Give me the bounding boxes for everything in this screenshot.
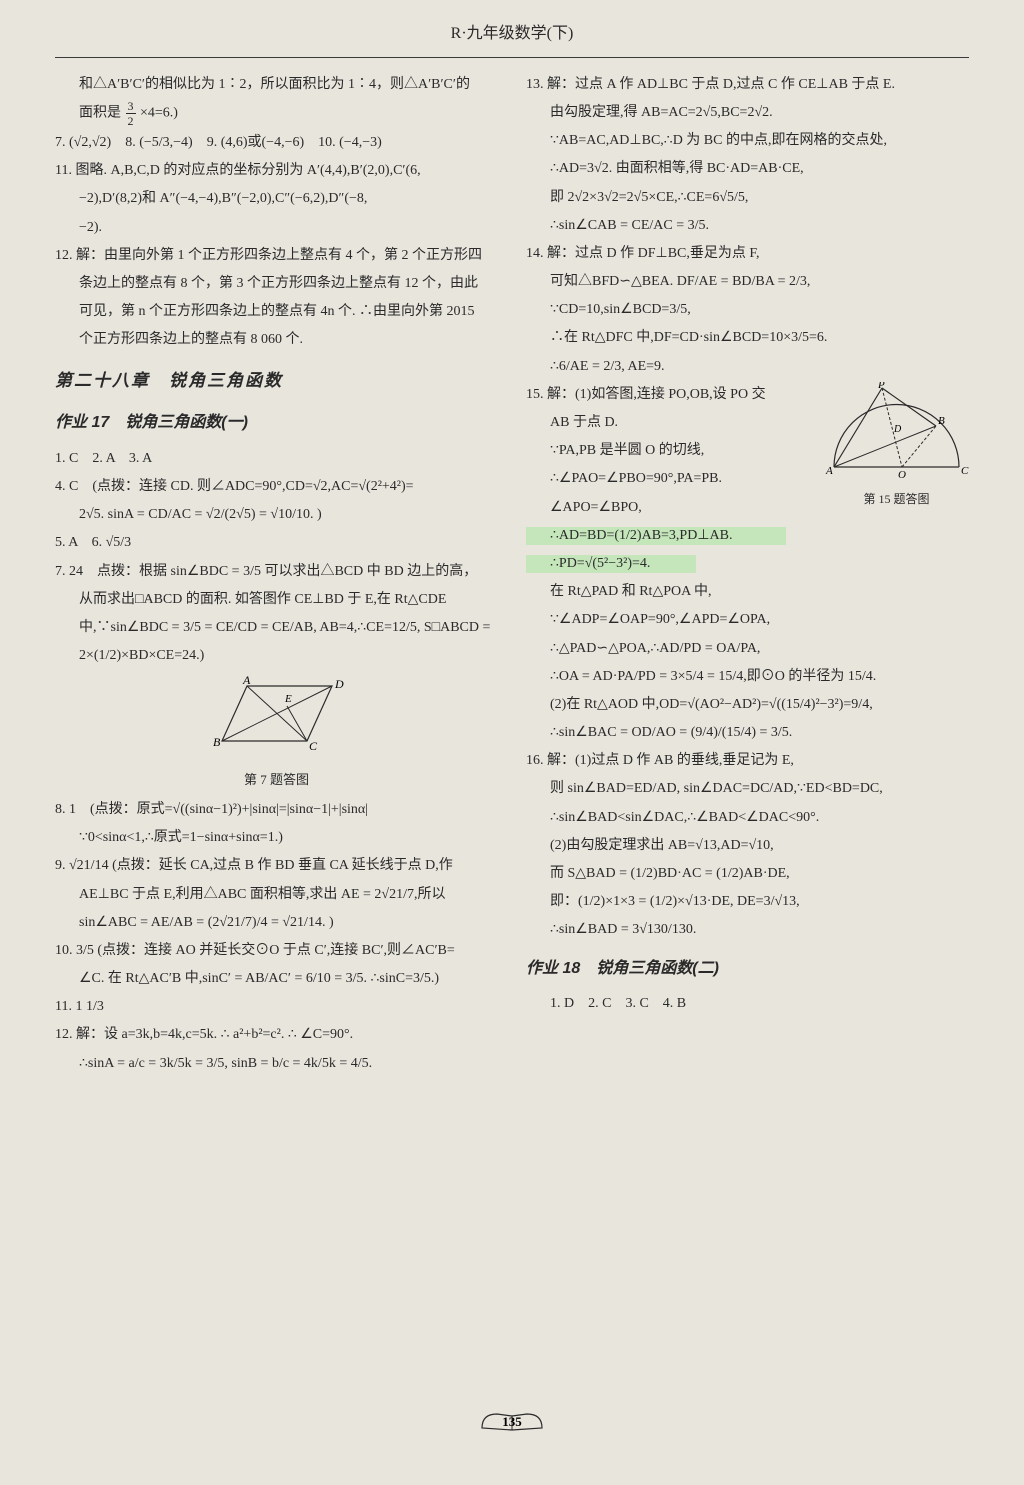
figure-15: P A C O B D 第 15 题答图 [824,382,969,511]
fraction: 3 2 [126,100,136,127]
text-line: ∴6/AE = 2/3, AE=9. [526,354,969,379]
figure-7: A D B C E [55,676,498,763]
text-line: ∴OA = AD·PA/PD = 3×5/4 = 15/4,即⊙O 的半径为 1… [526,664,969,689]
text-line: 在 Rt△PAD 和 Rt△POA 中, [526,579,969,604]
text-line: 10. 3/5 (点拨：连接 AO 并延长交⊙O 于点 C′,连接 BC′,则∠… [55,938,498,963]
text-line: ∵AB=AC,AD⊥BC,∴D 为 BC 的中点,即在网格的交点处, [526,128,969,153]
text-line: 5. A 6. √5/3 [55,530,498,555]
left-column: 和△A′B′C′的相似比为 1∶2，所以面积比为 1∶4，则△A′B′C′的 面… [55,72,498,1402]
text: ∴AD=BD=(1/2)AB=3,PD⊥AB. [550,528,732,543]
text-line: ∵∠ADP=∠OAP=90°,∠APD=∠OPA, [526,607,969,632]
text-line: 8. 1 (点拨：原式=√((sinα−1)²)+|sinα|=|sinα−1|… [55,797,498,822]
text-line: 可知△BFD∽△BEA. DF/AE = BD/BA = 2/3, [526,269,969,294]
text-line: 2√5. sinA = CD/AC = √2/(2√5) = √10/10. ) [55,502,498,527]
label-D: D [334,677,344,691]
text-line: ∴在 Rt△DFC 中,DF=CD·sin∠BCD=10×3/5=6. [526,325,969,350]
homework-title: 作业 18 锐角三角函数(二) [526,955,969,984]
text-line: −2). [55,215,498,240]
text-line: 而 S△BAD = (1/2)BD·AC = (1/2)AB·DE, [526,861,969,886]
text-line: 7. (√2,√2) 8. (−5/3,−4) 9. (4,6)或(−4,−6)… [55,130,498,155]
label-B: B [213,735,221,749]
highlighted-line: ∴AD=BD=(1/2)AB=3,PD⊥AB. [526,523,969,548]
text-line: ∴sinA = a/c = 3k/5k = 3/5, sinB = b/c = … [55,1051,498,1076]
svg-text:D: D [893,424,902,435]
text-line: 则 sin∠BAD=ED/AD, sin∠DAC=DC/AD,∵ED<BD=DC… [526,776,969,801]
text-line: 个正方形四条边上的整点有 8 060 个. [55,327,498,352]
text-line: 1. D 2. C 3. C 4. B [526,991,969,1016]
text-line: 面积是 3 2 ×4=6.) [55,100,498,127]
text-line: 11. 图略. A,B,C,D 的对应点的坐标分别为 A′(4,4),B′(2,… [55,158,498,183]
text-line: ∴sin∠CAB = CE/AC = 3/5. [526,213,969,238]
text: ×4=6.) [140,106,178,121]
label-C: C [309,739,318,753]
text-line: 条边上的整点有 8 个，第 3 个正方形四条边上整点有 12 个，由此 [55,271,498,296]
text: ∴PD=√(5²−3²)=4. [550,556,650,571]
text-line: ∴sin∠BAD = 3√130/130. [526,917,969,942]
figure-caption: 第 15 题答图 [824,489,969,511]
text-line: 由勾股定理,得 AB=AC=2√5,BC=2√2. [526,100,969,125]
svg-text:A: A [825,465,833,477]
page-header: R·九年级数学(下) [55,20,969,58]
text-line: ∠C. 在 Rt△AC′B 中,sinC′ = AB/AC′ = 6/10 = … [55,966,498,991]
text-line: ∴sin∠BAD<sin∠DAC,∴∠BAD<∠DAC<90°. [526,805,969,830]
label-E: E [284,693,292,705]
text-line: 9. √21/14 (点拨：延长 CA,过点 B 作 BD 垂直 CA 延长线于… [55,853,498,878]
text-line: sin∠ABC = AE/AB = (2√21/7)/4 = √21/14. ) [55,910,498,935]
page-footer: 135 [55,1408,969,1434]
text-line: 1. C 2. A 3. A [55,446,498,471]
text-line: 14. 解：过点 D 作 DF⊥BC,垂足为点 F, [526,241,969,266]
svg-text:B: B [938,415,945,427]
text-line: 16. 解：(1)过点 D 作 AB 的垂线,垂足记为 E, [526,748,969,773]
right-column: 13. 解：过点 A 作 AD⊥BC 于点 D,过点 C 作 CE⊥AB 于点 … [526,72,969,1402]
text-line: ∵0<sinα<1,∴原式=1−sinα+sinα=1.) [55,825,498,850]
text-line: ∴sin∠BAC = OD/AO = (9/4)/(15/4) = 3/5. [526,720,969,745]
text-line: 7. 24 点拨：根据 sin∠BDC = 3/5 可以求出△BCD 中 BD … [55,559,498,584]
text-line: 12. 解：设 a=3k,b=4k,c=5k. ∴ a²+b²=c². ∴ ∠C… [55,1022,498,1047]
text-line: 即：(1/2)×1×3 = (1/2)×√13·DE, DE=3/√13, [526,889,969,914]
svg-text:C: C [961,465,969,477]
text-line: ∵CD=10,sin∠BCD=3/5, [526,297,969,322]
text-line: ∴△PAD∽△POA,∴AD/PD = OA/PA, [526,636,969,661]
text-line: AE⊥BC 于点 E,利用△ABC 面积相等,求出 AE = 2√21/7,所以 [55,882,498,907]
text: 面积是 [79,106,121,121]
book-icon: 135 [477,1408,547,1434]
text-line: 和△A′B′C′的相似比为 1∶2，所以面积比为 1∶4，则△A′B′C′的 [55,72,498,97]
text-line: 中,∵sin∠BDC = 3/5 = CE/CD = CE/AB, AB=4,∴… [55,615,498,640]
svg-text:O: O [898,469,906,481]
denominator: 2 [126,113,136,127]
label-A: A [242,676,251,687]
svg-text:P: P [877,382,885,391]
text-line: 即 2√2×3√2=2√5×CE,∴CE=6√5/5, [526,185,969,210]
highlighted-line: ∴PD=√(5²−3²)=4. [526,551,969,576]
homework-title: 作业 17 锐角三角函数(一) [55,409,498,438]
text-line: 4. C (点拨：连接 CD. 则∠ADC=90°,CD=√2,AC=√(2²+… [55,474,498,499]
text-line: 12. 解：由里向外第 1 个正方形四条边上整点有 4 个，第 2 个正方形四 [55,243,498,268]
text-line: 13. 解：过点 A 作 AD⊥BC 于点 D,过点 C 作 CE⊥AB 于点 … [526,72,969,97]
text-line: 可见，第 n 个正方形四条边上的整点有 4n 个. ∴由里向外第 2015 [55,299,498,324]
text-line: −2),D′(8,2)和 A″(−4,−4),B″(−2,0),C″(−6,2)… [55,186,498,211]
numerator: 3 [126,100,136,113]
figure-caption: 第 7 题答图 [55,768,498,791]
text-line: (2)在 Rt△AOD 中,OD=√(AO²−AD²)=√((15/4)²−3²… [526,692,969,717]
text-line: ∴AD=3√2. 由面积相等,得 BC·AD=AB·CE, [526,156,969,181]
text-line: 从而求出□ABCD 的面积. 如答图作 CE⊥BD 于 E,在 Rt△CDE [55,587,498,612]
text-line: (2)由勾股定理求出 AB=√13,AD=√10, [526,833,969,858]
chapter-title: 第二十八章 锐角三角函数 [55,366,498,397]
page-number: 135 [502,1414,522,1429]
two-column-layout: 和△A′B′C′的相似比为 1∶2，所以面积比为 1∶4，则△A′B′C′的 面… [55,72,969,1402]
text-line: 2×(1/2)×BD×CE=24.) [55,643,498,668]
text-line: 11. 1 1/3 [55,994,498,1019]
